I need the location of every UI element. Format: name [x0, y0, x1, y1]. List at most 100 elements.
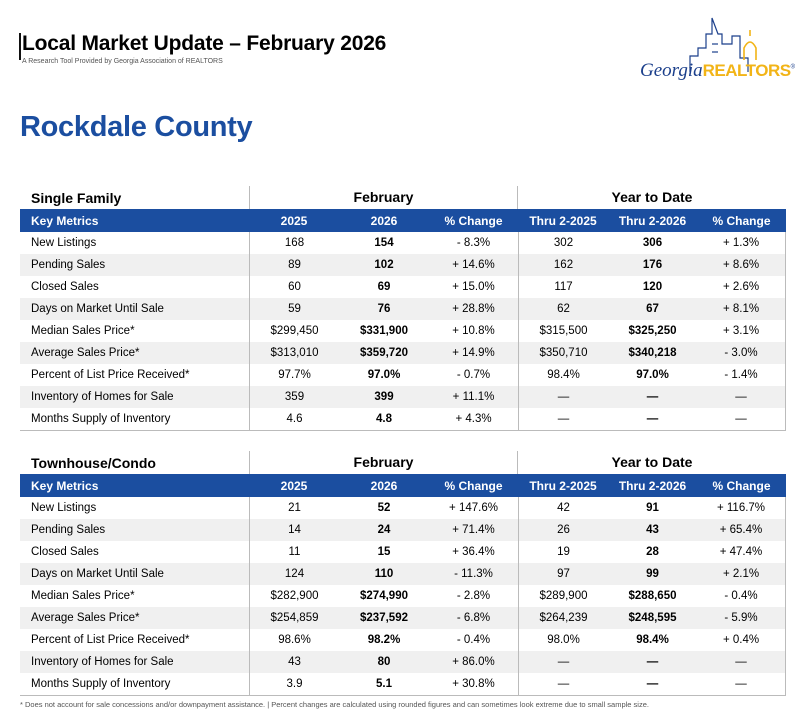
- cell-value: 28: [646, 546, 659, 558]
- cell-value: 97.0%: [367, 369, 401, 381]
- cell-value: - 0.4%: [456, 634, 491, 646]
- cell-value: - 3.0%: [697, 342, 786, 364]
- cell-value: 43: [646, 524, 659, 536]
- col-feb-2026: 2026: [370, 213, 398, 228]
- column-header-row: Key Metrics 2025 2026 % Change Thru 2-20…: [20, 474, 786, 497]
- cell-value: 4.6: [249, 408, 339, 430]
- cell-value: - 11.3%: [454, 568, 493, 580]
- cell-value: $325,250: [628, 325, 677, 337]
- section-title: Townhouse/Condo: [31, 454, 156, 471]
- cell-value: + 71.4%: [452, 524, 495, 536]
- cell-value: 5.1: [376, 678, 392, 690]
- table-row: Months Supply of Inventory 4.6 4.8 + 4.3% — —…: [20, 408, 786, 430]
- column-header-row: Key Metrics 2025 2026 % Change Thru 2-20…: [20, 209, 786, 232]
- cell-value: $264,239: [518, 607, 608, 629]
- cell-value: $248,595: [628, 612, 677, 624]
- table-row: Average Sales Price* $313,010 $359,720 + 14…: [20, 342, 786, 364]
- cell-value: + 86.0%: [452, 656, 495, 668]
- cell-value: 98.4%: [518, 364, 608, 386]
- cell-value: $315,500: [518, 320, 608, 342]
- cell-value: + 2.6%: [697, 276, 786, 298]
- cell-value: + 1.3%: [697, 232, 786, 254]
- col-feb-pct-change: % Change: [444, 213, 503, 228]
- table-row: Pending Sales 14 24 + 71.4% 26 43 + 65.4%: [20, 519, 786, 541]
- cell-value: 42: [518, 497, 608, 519]
- cell-value: —: [518, 386, 608, 408]
- cell-value: —: [646, 391, 659, 403]
- metric-label: Percent of List Price Received*: [31, 369, 190, 381]
- cell-value: 124: [249, 563, 339, 585]
- cell-value: $313,010: [249, 342, 339, 364]
- cell-value: 19: [518, 541, 608, 563]
- metric-label: Months Supply of Inventory: [31, 413, 171, 425]
- cell-value: + 2.1%: [697, 563, 786, 585]
- cell-value: 52: [377, 502, 391, 514]
- group-header-row: Townhouse/Condo February Year to Date: [20, 451, 786, 474]
- cell-value: 26: [518, 519, 608, 541]
- cell-value: + 14.9%: [452, 347, 495, 359]
- metric-label: Percent of List Price Received*: [31, 634, 190, 646]
- col-ytd-pct-change: % Change: [712, 213, 771, 228]
- metric-label: Closed Sales: [31, 281, 99, 293]
- metric-label: Average Sales Price*: [31, 347, 140, 359]
- cell-value: + 116.7%: [697, 497, 786, 519]
- cell-value: 176: [642, 259, 663, 271]
- cell-value: 67: [646, 303, 659, 315]
- logo-georgia-text: Georgia: [640, 60, 703, 81]
- cell-value: 162: [518, 254, 608, 276]
- cell-value: 14: [249, 519, 339, 541]
- cell-value: 97.7%: [249, 364, 339, 386]
- cell-value: 98.6%: [249, 629, 339, 651]
- table-row: New Listings 168 154 - 8.3% 302 306 + 1.3%: [20, 232, 786, 254]
- cell-value: 120: [642, 281, 663, 293]
- cell-value: - 1.4%: [697, 364, 786, 386]
- metric-label: Inventory of Homes for Sale: [31, 391, 174, 403]
- cell-value: - 5.9%: [697, 607, 786, 629]
- page-subtitle: A Research Tool Provided by Georgia Asso…: [22, 58, 223, 65]
- cell-value: + 10.8%: [452, 325, 495, 337]
- col-ytd-pct-change: % Change: [712, 478, 771, 493]
- cell-value: - 0.7%: [456, 369, 491, 381]
- cell-value: + 11.1%: [452, 391, 495, 403]
- metric-label: Pending Sales: [31, 524, 106, 536]
- townhouse-condo-table: Townhouse/Condo February Year to Date Ke…: [20, 451, 786, 696]
- cell-value: + 147.6%: [449, 502, 498, 514]
- table-row: Percent of List Price Received* 98.6% 98.2…: [20, 629, 786, 651]
- table-row: Months Supply of Inventory 3.9 5.1 + 30.8% —…: [20, 673, 786, 695]
- cell-value: + 8.1%: [697, 298, 786, 320]
- col-ytd-2026: Thru 2-2026: [618, 213, 687, 228]
- cell-value: 98.0%: [518, 629, 608, 651]
- col-feb-2025: 2025: [280, 478, 308, 493]
- cell-value: $340,218: [628, 347, 677, 359]
- table-row: Pending Sales 89 102 + 14.6% 162 176 + 8.6%: [20, 254, 786, 276]
- group-year-to-date: Year to Date: [611, 454, 693, 470]
- cell-value: + 8.6%: [697, 254, 786, 276]
- col-ytd-2026: Thru 2-2026: [618, 478, 687, 493]
- cell-value: 359: [249, 386, 339, 408]
- table-body: New Listings 168 154 - 8.3% 302 306 + 1.3% Pen…: [20, 232, 786, 431]
- col-feb-pct-change: % Change: [444, 478, 503, 493]
- col-feb-2025: 2025: [280, 213, 308, 228]
- metric-label: Median Sales Price*: [31, 325, 135, 337]
- cell-value: - 0.4%: [697, 585, 786, 607]
- cell-value: 69: [377, 281, 391, 293]
- cell-value: 117: [518, 276, 608, 298]
- cell-value: - 8.3%: [456, 237, 491, 249]
- metric-label: Average Sales Price*: [31, 612, 140, 624]
- cell-value: + 15.0%: [452, 281, 495, 293]
- cell-value: —: [646, 413, 659, 425]
- cell-value: + 4.3%: [455, 413, 492, 425]
- cell-value: + 14.6%: [452, 259, 495, 271]
- cell-value: 62: [518, 298, 608, 320]
- cell-value: 4.8: [376, 413, 392, 425]
- cell-value: 302: [518, 232, 608, 254]
- cell-value: 102: [374, 259, 394, 271]
- cell-value: + 3.1%: [697, 320, 786, 342]
- cell-value: + 47.4%: [697, 541, 786, 563]
- col-feb-2026: 2026: [370, 478, 398, 493]
- cell-value: 306: [642, 237, 663, 249]
- cell-value: $288,650: [628, 590, 677, 602]
- table-row: Inventory of Homes for Sale 43 80 + 86.0% — —…: [20, 651, 786, 673]
- cell-value: + 0.4%: [697, 629, 786, 651]
- table-body: New Listings 21 52 + 147.6% 42 91 + 116.7% Pen…: [20, 497, 786, 696]
